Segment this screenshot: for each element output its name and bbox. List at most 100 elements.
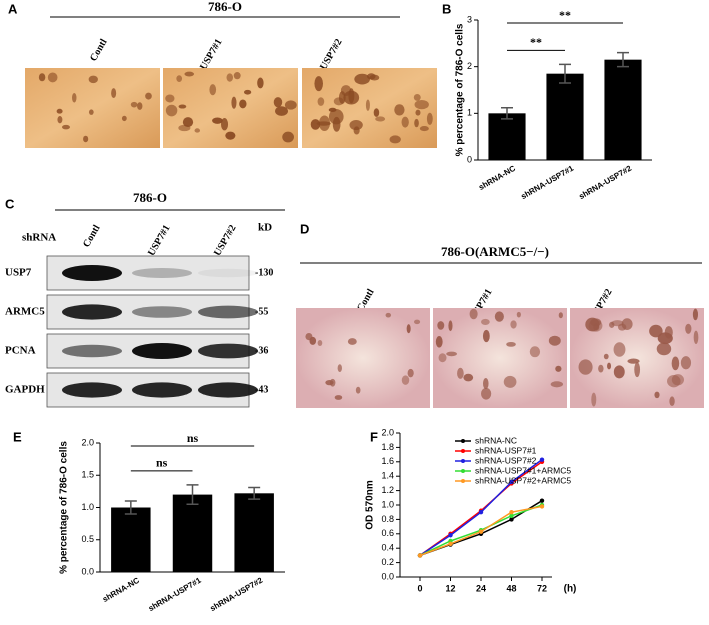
panel-label: A xyxy=(8,1,18,16)
lane-label: Contl xyxy=(81,223,103,249)
band xyxy=(62,265,122,281)
error-bar xyxy=(124,500,137,515)
colony xyxy=(588,319,603,332)
colony xyxy=(233,72,241,80)
colony xyxy=(463,373,474,382)
bar xyxy=(172,494,213,572)
point xyxy=(509,479,514,485)
legend-marker xyxy=(461,479,465,483)
colony xyxy=(365,99,370,111)
colony xyxy=(406,324,411,334)
colony xyxy=(438,353,447,363)
x-tick-label: 24 xyxy=(476,583,486,593)
point xyxy=(509,517,514,522)
band xyxy=(132,382,192,398)
point xyxy=(478,510,484,515)
colony xyxy=(394,104,405,116)
legend-marker xyxy=(461,449,465,453)
legend-label: shRNA-USP7#1 xyxy=(475,445,537,455)
colony xyxy=(47,72,58,83)
x-tick-label: 72 xyxy=(537,583,547,593)
colony xyxy=(353,126,360,135)
panel-title: 786-O xyxy=(208,0,242,14)
colony xyxy=(57,116,63,124)
colony xyxy=(607,362,612,370)
colony xyxy=(317,339,323,346)
band xyxy=(62,304,122,320)
colony xyxy=(469,308,478,320)
x-axis-label: (h) xyxy=(564,584,577,595)
size-label: -55 xyxy=(255,306,268,317)
panel-label: B xyxy=(442,1,451,16)
colony xyxy=(83,135,89,143)
panel-title: 786-O xyxy=(133,190,167,205)
colony xyxy=(318,115,331,132)
significance-label: ns xyxy=(187,431,199,445)
colony xyxy=(667,375,681,388)
colony xyxy=(328,109,344,125)
colony xyxy=(226,73,234,82)
y-tick-label: 0.5 xyxy=(81,534,94,544)
y-tick-label: 0.8 xyxy=(381,514,394,524)
colony xyxy=(130,101,138,108)
colony xyxy=(282,131,294,143)
colony xyxy=(111,88,117,99)
point xyxy=(509,513,514,518)
significance-label: ** xyxy=(559,8,571,22)
size-label: -130 xyxy=(255,267,273,278)
colony xyxy=(627,358,640,364)
colony xyxy=(373,108,380,117)
colony xyxy=(693,330,699,345)
band xyxy=(132,268,192,278)
y-tick-label: 2.0 xyxy=(381,427,394,437)
panel-label: E xyxy=(13,429,22,444)
colony xyxy=(88,109,94,115)
colony xyxy=(413,93,421,101)
colony xyxy=(685,323,692,334)
colony xyxy=(555,365,562,372)
y-tick-label: 1.8 xyxy=(381,442,394,452)
colony xyxy=(221,118,229,131)
point xyxy=(509,510,514,515)
point xyxy=(417,553,423,558)
y-tick-label: 3 xyxy=(467,14,472,24)
error-bar xyxy=(559,63,571,84)
y-tick-label: 1.6 xyxy=(381,456,394,466)
colony xyxy=(426,112,433,125)
significance-label: ns xyxy=(156,456,168,470)
colony xyxy=(649,324,663,338)
colony xyxy=(401,375,410,385)
colony xyxy=(121,115,127,122)
colony xyxy=(182,117,194,128)
band xyxy=(198,305,258,319)
colony xyxy=(680,356,692,370)
band xyxy=(62,382,122,398)
lane-label: USP7#1 xyxy=(198,37,224,72)
band xyxy=(198,382,258,398)
colony xyxy=(435,336,443,348)
colony xyxy=(209,84,217,96)
colony xyxy=(72,93,77,103)
error-bar xyxy=(186,484,199,506)
colony xyxy=(225,131,236,140)
significance-label: ** xyxy=(530,35,542,49)
colony xyxy=(669,396,675,407)
band xyxy=(132,343,192,359)
colony xyxy=(401,116,409,128)
colony xyxy=(337,364,342,373)
colony xyxy=(340,85,352,96)
colony xyxy=(414,118,419,128)
legend-label: shRNA-USP7#1+ARMC5 xyxy=(475,465,571,475)
colony xyxy=(446,351,458,357)
panel-label: D xyxy=(300,221,309,236)
x-tick-label: shRNA-USP7#1 xyxy=(147,575,203,613)
lane-label: USP7#1 xyxy=(146,223,172,258)
colony xyxy=(483,378,489,390)
colony xyxy=(56,108,63,114)
colony xyxy=(415,109,421,116)
point xyxy=(478,529,484,534)
y-tick-label: 1.5 xyxy=(81,470,94,480)
row-label: ARMC5 xyxy=(5,306,45,318)
colony xyxy=(178,104,187,109)
